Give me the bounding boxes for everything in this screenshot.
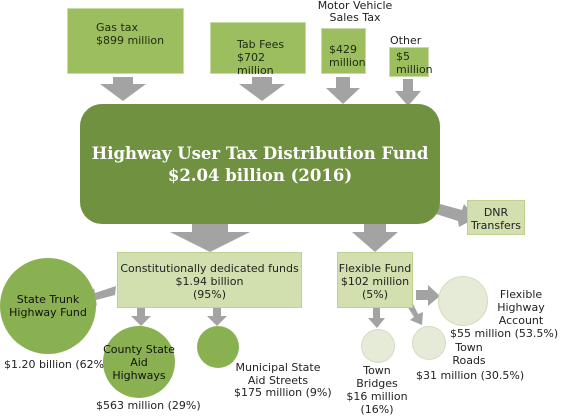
arrow-to-county xyxy=(131,307,151,326)
mvst-name-line2: Sales Tax xyxy=(329,11,381,24)
town-bridges-value-line2: (16%) xyxy=(360,403,394,416)
arrow-gas-tax xyxy=(100,77,146,101)
flex-account-value: $55 million (53.5%) xyxy=(450,327,559,340)
arrow-to-town-bridges xyxy=(368,306,385,328)
mvst-amount-line1: $429 xyxy=(329,43,357,56)
flex-account-name-line1: Flexible xyxy=(499,288,543,301)
tab-fees-amount: $702 million xyxy=(237,51,274,77)
constitutional-name: Constitutionally dedicated funds xyxy=(120,262,299,275)
gas-tax-box: Gas tax $899 million xyxy=(67,8,184,74)
arrow-to-dnr xyxy=(436,204,476,227)
flex-account-circle xyxy=(438,276,488,326)
county-name-line1: County State xyxy=(103,342,175,356)
gas-tax-name: Gas tax xyxy=(96,21,139,34)
highway-user-tax-fund: Highway User Tax Distribution Fund $2.04… xyxy=(80,104,440,224)
town-roads-label: Town Roads xyxy=(446,341,492,367)
constitutional-funds-box: Constitutionally dedicated funds $1.94 b… xyxy=(117,252,302,308)
dnr-transfers-box: DNR Transfers xyxy=(467,200,525,235)
town-roads-name-line2: Roads xyxy=(452,354,486,367)
fund-subtitle: $2.04 billion (2016) xyxy=(167,166,353,185)
gas-tax-amount: $899 million xyxy=(96,34,165,47)
county-circle: County State Aid Highways xyxy=(103,326,175,398)
state-trunk-name-line1: State Trunk xyxy=(16,293,80,306)
tab-fees-box: Tab Fees $702 million xyxy=(210,22,306,77)
mvst-box: $429 million xyxy=(321,28,366,74)
town-roads-name-line1: Town xyxy=(455,341,483,354)
arrow-to-municipal xyxy=(207,307,227,326)
mvst-label: Motor Vehicle Sales Tax xyxy=(315,0,395,24)
state-trunk-name-line2: Highway Fund xyxy=(9,306,87,319)
fund-title: Highway User Tax Distribution Fund xyxy=(91,144,429,163)
arrow-to-town-roads xyxy=(407,304,423,325)
arrow-to-flexible xyxy=(352,224,398,252)
municipal-name-line1: Municipal State xyxy=(235,361,321,374)
flexible-name: Flexible Fund xyxy=(338,262,412,275)
arrow-tab-fees xyxy=(239,77,285,101)
flex-account-label: Flexible Highway Account xyxy=(490,288,552,327)
state-trunk-circle: State Trunk Highway Fund xyxy=(0,258,96,354)
county-name-line2: Aid Highways xyxy=(112,355,166,382)
state-trunk-value: $1.20 billion (62%) xyxy=(4,358,109,371)
municipal-label: Municipal State Aid Streets xyxy=(234,361,322,387)
town-bridges-name-line1: Town xyxy=(363,364,391,377)
town-bridges-name-line2: Bridges xyxy=(356,377,398,390)
town-roads-value: $31 million (30.5%) xyxy=(416,369,525,382)
flexible-amount: $102 million xyxy=(340,275,410,288)
other-amount-line2: million xyxy=(396,63,433,76)
flexible-fund-box: Flexible Fund $102 million (5%) xyxy=(337,252,413,308)
flexible-share: (5%) xyxy=(361,288,389,301)
dnr-line2: Transfers xyxy=(471,219,521,232)
arrow-to-constitutional xyxy=(170,224,250,252)
town-roads-circle xyxy=(412,326,446,360)
municipal-circle xyxy=(197,326,239,368)
other-box: $5 million xyxy=(389,47,433,77)
mvst-name-line1: Motor Vehicle xyxy=(317,0,393,12)
other-amount-line1: $5 xyxy=(396,50,410,63)
arrow-other xyxy=(395,79,421,106)
tab-fees-name: Tab Fees xyxy=(237,38,285,51)
town-bridges-label: Town Bridges $16 million (16%) xyxy=(342,364,412,416)
arrow-mvst xyxy=(326,77,360,104)
flex-account-name-line2: Highway xyxy=(497,301,545,314)
constitutional-share: (95%) xyxy=(192,288,227,301)
mvst-amount-line2: million xyxy=(329,56,366,69)
municipal-name-line2: Aid Streets xyxy=(247,374,309,387)
arrow-to-flex-account xyxy=(416,285,440,306)
county-value: $563 million (29%) xyxy=(96,399,201,412)
municipal-value: $175 million (9%) xyxy=(234,386,332,399)
town-bridges-value-line1: $16 million xyxy=(346,390,408,403)
dnr-line1: DNR xyxy=(483,206,509,219)
flex-account-name-line3: Account xyxy=(498,314,544,327)
constitutional-amount: $1.94 billion xyxy=(175,275,244,288)
other-label: Other xyxy=(390,34,422,47)
town-bridges-circle xyxy=(361,329,395,363)
